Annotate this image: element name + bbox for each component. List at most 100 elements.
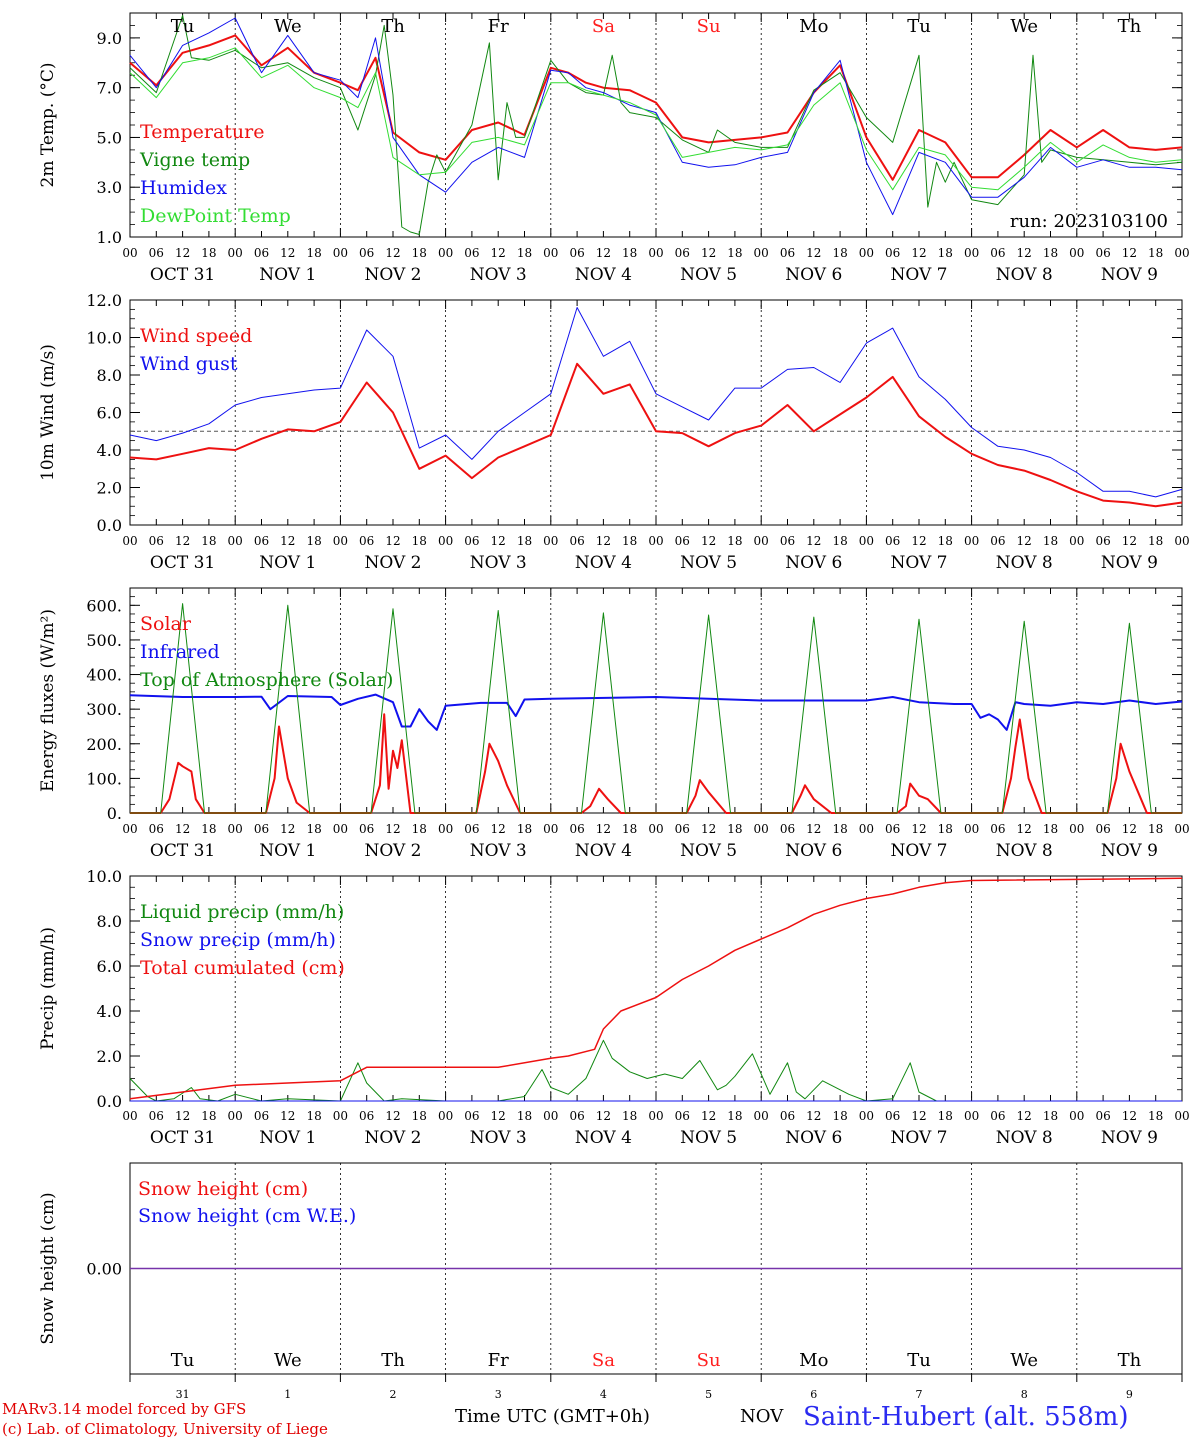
- panel-snow: 0.00 Snow height (cm) Snow height (cm) Snow…: [38, 1162, 1183, 1401]
- hour-tick-label: 06: [675, 246, 690, 260]
- day-number-label: 6: [810, 1388, 817, 1401]
- hour-tick-label: 06: [780, 822, 795, 836]
- series-line-wind-gust: [129, 307, 1183, 498]
- date-label: NOV 2: [364, 553, 421, 573]
- hour-tick-label: 12: [175, 822, 190, 836]
- date-label: NOV 7: [890, 553, 947, 573]
- hour-tick-label: 00: [964, 822, 979, 836]
- y-axis-label: 2m Temp. (°C): [38, 62, 58, 187]
- legend-entry: DewPoint Temp: [140, 205, 291, 227]
- hour-tick-label: 00: [543, 534, 558, 548]
- hour-tick-label: 18: [622, 534, 637, 548]
- day-number-label: 31: [176, 1388, 190, 1401]
- hour-tick-label: 00: [438, 534, 453, 548]
- weekday-label: Su: [697, 16, 721, 37]
- date-label: NOV 9: [1101, 265, 1158, 285]
- y-tick-label: 0.00: [86, 1260, 122, 1279]
- hour-tick-label: 18: [201, 822, 216, 836]
- hour-tick-label: 06: [149, 246, 164, 260]
- date-label: NOV 4: [575, 553, 632, 573]
- hour-tick-label: 00: [122, 822, 137, 836]
- hour-tick-label: 12: [280, 534, 295, 548]
- y-tick-label: 2.0: [97, 1047, 122, 1066]
- hour-tick-label: 12: [491, 1109, 506, 1123]
- series-line-wind-speed: [129, 362, 1183, 508]
- hour-tick-label: 06: [990, 246, 1005, 260]
- hour-tick-label: 06: [149, 534, 164, 548]
- y-tick-label: 0.: [107, 804, 122, 823]
- weekday-label: Mo: [799, 1350, 828, 1371]
- hour-tick-label: 00: [543, 1109, 558, 1123]
- hour-tick-label: 12: [175, 1109, 190, 1123]
- hour-tick-label: 06: [254, 246, 269, 260]
- hour-tick-label: 18: [727, 1109, 742, 1123]
- y-tick-label: 100.: [86, 769, 122, 788]
- hour-tick-label: 06: [254, 534, 269, 548]
- hour-tick-label: 00: [333, 822, 348, 836]
- hour-tick-label: 06: [990, 822, 1005, 836]
- hour-tick-label: 18: [832, 534, 847, 548]
- legend-entry: Solar: [140, 613, 192, 635]
- hour-tick-label: 00: [228, 822, 243, 836]
- hour-tick-label: 00: [754, 822, 769, 836]
- hour-tick-label: 18: [727, 246, 742, 260]
- legend-entry: Liquid precip (mm/h): [140, 901, 344, 923]
- series-line-liquid-precip-mm-h: [129, 1039, 1182, 1102]
- hour-tick-label: 00: [964, 246, 979, 260]
- date-label: NOV 9: [1101, 1128, 1158, 1148]
- hour-tick-label: 18: [201, 534, 216, 548]
- hour-tick-label: 18: [938, 534, 953, 548]
- hour-tick-label: 00: [1174, 822, 1189, 836]
- hour-tick-label: 00: [859, 1109, 874, 1123]
- weekday-label: Tu: [171, 1350, 195, 1371]
- hour-tick-label: 00: [228, 534, 243, 548]
- y-tick-label: 6.0: [97, 957, 122, 976]
- hour-tick-label: 00: [438, 822, 453, 836]
- y-tick-label: 7.0: [97, 79, 122, 98]
- lab-credit: (c) Lab. of Climatology, University of L…: [2, 1420, 328, 1438]
- date-label: NOV 5: [680, 265, 737, 285]
- weekday-label: Su: [697, 1350, 721, 1371]
- hour-tick-label: 12: [1017, 822, 1032, 836]
- hour-tick-label: 00: [1174, 246, 1189, 260]
- legend-entry: Wind speed: [140, 325, 252, 347]
- hour-tick-label: 18: [832, 246, 847, 260]
- series-line-infrared: [129, 693, 1183, 731]
- y-tick-label: 9.0: [97, 29, 122, 48]
- date-label: NOV 1: [259, 841, 316, 861]
- legend-entry: Snow height (cm W.E.): [138, 1205, 356, 1227]
- hour-tick-label: 06: [464, 246, 479, 260]
- weekday-label: Th: [381, 16, 405, 37]
- y-tick-label: 3.0: [97, 178, 122, 197]
- hour-tick-label: 00: [438, 246, 453, 260]
- hour-tick-label: 06: [675, 822, 690, 836]
- weekday-label: We: [274, 16, 302, 37]
- date-label: NOV 8: [996, 841, 1053, 861]
- date-label: NOV 6: [785, 265, 842, 285]
- series-line-top-of-atmosphere-solar: [130, 603, 1182, 814]
- y-axis-label: Snow height (cm): [38, 1192, 58, 1344]
- hour-tick-label: 06: [569, 246, 584, 260]
- date-label: NOV 1: [259, 265, 316, 285]
- weekday-label: Fr: [488, 16, 509, 37]
- hour-tick-label: 06: [885, 1109, 900, 1123]
- legend-entry: Infrared: [140, 641, 220, 663]
- hour-tick-label: 18: [1043, 246, 1058, 260]
- hour-tick-label: 18: [938, 246, 953, 260]
- hour-tick-label: 18: [1148, 822, 1163, 836]
- series-line-dewpoint-temp: [129, 47, 1183, 191]
- hour-tick-label: 18: [938, 822, 953, 836]
- date-label: NOV 6: [785, 1128, 842, 1148]
- hour-tick-label: 18: [306, 534, 321, 548]
- date-label: OCT 31: [150, 1128, 215, 1148]
- hour-tick-label: 12: [1122, 1109, 1137, 1123]
- day-number-label: 7: [916, 1388, 923, 1401]
- hour-tick-label: 00: [1069, 246, 1084, 260]
- hour-tick-label: 12: [911, 822, 926, 836]
- hour-tick-label: 18: [1148, 246, 1163, 260]
- hour-tick-label: 06: [569, 534, 584, 548]
- weekday-label: Sa: [592, 16, 615, 37]
- hour-tick-label: 06: [359, 246, 374, 260]
- hour-tick-label: 06: [1095, 246, 1110, 260]
